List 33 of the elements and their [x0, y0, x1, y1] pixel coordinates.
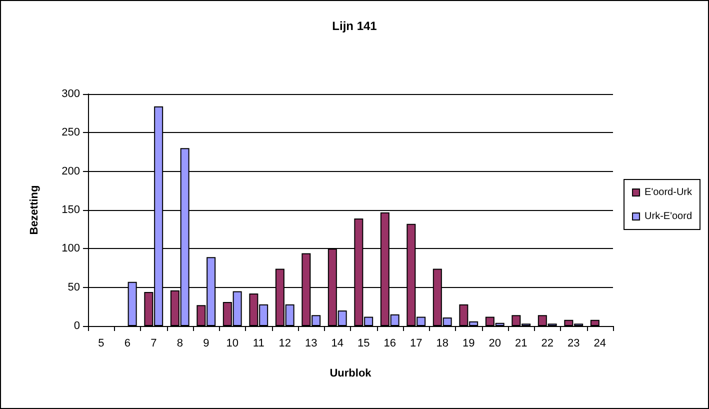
- x-tick-label: 16: [384, 338, 396, 350]
- y-tick-label: 50: [68, 281, 80, 294]
- y-tick-label: 100: [62, 242, 80, 255]
- x-tick-label: 24: [594, 338, 606, 350]
- x-tick-label: 17: [410, 338, 422, 350]
- x-tick-label: 8: [176, 338, 183, 350]
- y-tick-label: 250: [62, 126, 80, 139]
- x-tick-label: 22: [541, 338, 554, 350]
- legend-label: Urk-E'oord: [644, 211, 692, 222]
- x-tick-label: 19: [462, 338, 475, 350]
- y-tick-label: 200: [62, 165, 80, 178]
- y-tick-label: 300: [62, 88, 80, 100]
- x-tick-label: 7: [150, 338, 157, 350]
- x-tick-label: 20: [488, 338, 501, 350]
- x-tick-label: 6: [124, 338, 130, 350]
- y-axis-title: Bezetting: [28, 185, 40, 235]
- x-axis-title: Uurblok: [330, 368, 372, 380]
- x-tick-label: 15: [358, 338, 370, 350]
- y-tick-label: 150: [62, 204, 80, 216]
- x-tick-label: 5: [98, 338, 104, 350]
- x-tick-label: 23: [568, 338, 580, 350]
- x-tick-label: 13: [305, 338, 318, 350]
- x-tick-label: 14: [331, 338, 344, 350]
- x-tick-label: 11: [252, 338, 264, 350]
- x-tick-label: 21: [515, 338, 528, 350]
- x-tick-label: 9: [203, 338, 210, 350]
- x-tick-label: 10: [226, 338, 238, 350]
- chart-title: Lijn 141: [332, 19, 378, 33]
- legend-label: E'oord-Urk: [644, 187, 693, 198]
- bar: [590, 320, 600, 326]
- x-tick-label: 18: [436, 338, 448, 350]
- x-tick-label: 12: [278, 338, 291, 350]
- y-tick-label: 0: [74, 320, 80, 332]
